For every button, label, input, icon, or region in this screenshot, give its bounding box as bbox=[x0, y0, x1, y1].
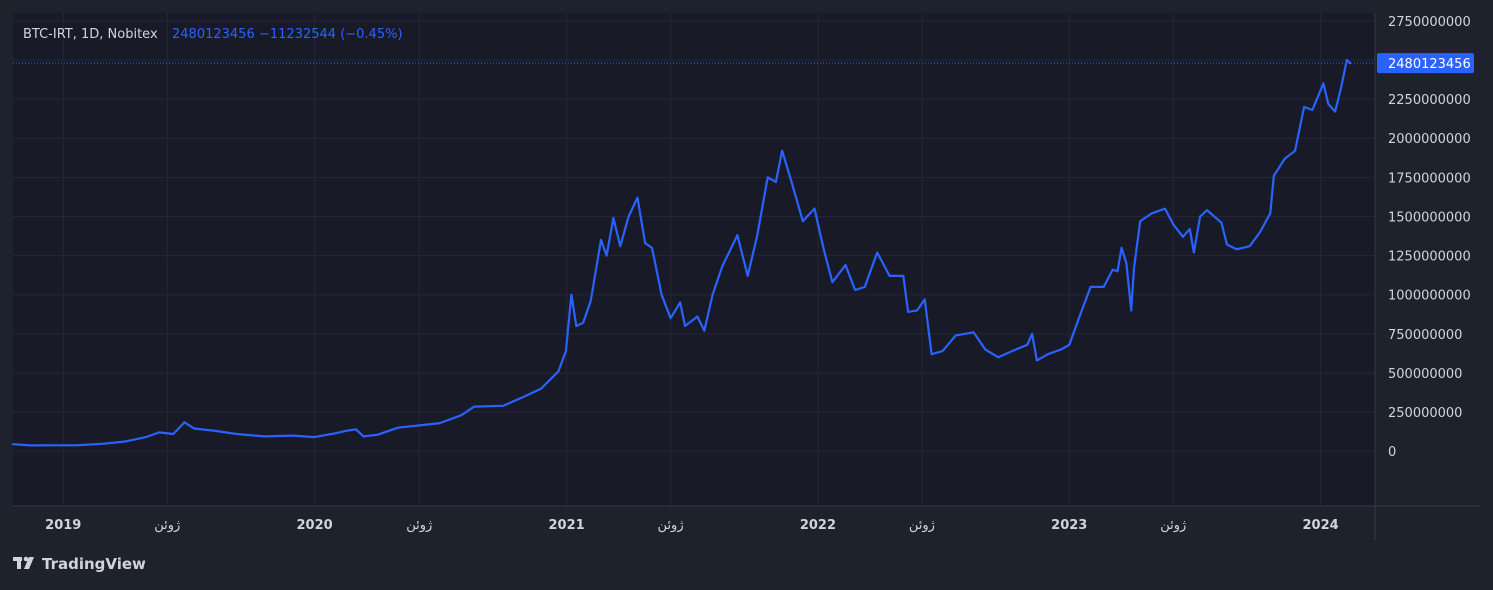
x-tick-label: 2019 bbox=[45, 518, 81, 533]
tradingview-logo-icon bbox=[13, 556, 34, 569]
x-tick-label: 2024 bbox=[1303, 518, 1339, 533]
legend-last-price: 2480123456 bbox=[172, 27, 255, 42]
y-tick-label: 500000000 bbox=[1388, 367, 1462, 382]
x-tick-label: 2021 bbox=[549, 518, 585, 533]
y-tick-label: 1250000000 bbox=[1388, 250, 1471, 265]
x-tick-label: ژوئن bbox=[154, 518, 180, 533]
last-price-tag-bg bbox=[1377, 53, 1474, 74]
price-line-layer bbox=[11, 58, 1352, 447]
y-tick-label: 1500000000 bbox=[1388, 210, 1471, 225]
x-axis-ticks: 2019 ژوئن 2020 ژوئن 2021 ژوئن 2022 ژوئن 2023 ژوئن… bbox=[45, 518, 1339, 533]
legend-change: −11232544 (−0.45%) bbox=[259, 27, 403, 42]
x-tick-label: ژوئن bbox=[658, 518, 684, 533]
plot-pane[interactable] bbox=[13, 13, 1375, 506]
y-tick-label: 250000000 bbox=[1388, 406, 1462, 421]
price-axis[interactable] bbox=[1375, 13, 1480, 506]
x-tick-label: ژوئن bbox=[406, 518, 432, 533]
x-tick-label: 2023 bbox=[1051, 518, 1087, 533]
x-tick-label: ژوئن bbox=[909, 518, 935, 533]
y-tick-label: 2750000000 bbox=[1388, 15, 1471, 30]
y-tick-label: 0 bbox=[1388, 445, 1396, 460]
grid-lines bbox=[13, 13, 1375, 506]
x-tick-label: ژوئن bbox=[1160, 518, 1186, 533]
y-tick-label: 1000000000 bbox=[1388, 289, 1471, 304]
time-axis[interactable] bbox=[13, 506, 1480, 540]
legend-symbol-info: BTC-IRT, 1D, Nobitex bbox=[23, 27, 158, 42]
x-tick-label: 2020 bbox=[297, 518, 333, 533]
y-tick-label: 750000000 bbox=[1388, 328, 1462, 343]
x-tick-label: 2022 bbox=[800, 518, 836, 533]
price-series-line[interactable] bbox=[11, 58, 1352, 447]
last-price-tag: 2480123456 bbox=[1377, 53, 1474, 74]
y-tick-label: 2250000000 bbox=[1388, 93, 1471, 108]
tradingview-logo-text: TradingView bbox=[42, 555, 146, 573]
last-price-tag-label: 2480123456 bbox=[1388, 57, 1471, 72]
y-tick-label: 1750000000 bbox=[1388, 171, 1471, 186]
tradingview-logo[interactable]: TradingView bbox=[13, 555, 146, 573]
y-tick-label: 2000000000 bbox=[1388, 132, 1471, 147]
